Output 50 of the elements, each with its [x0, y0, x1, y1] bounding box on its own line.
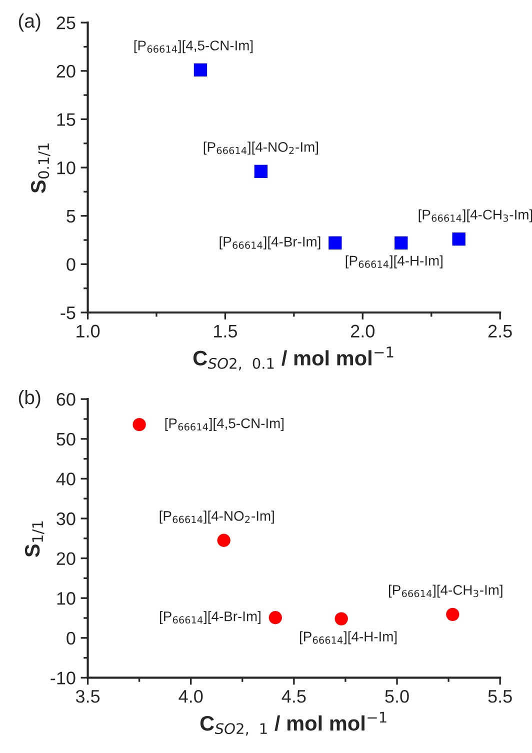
annotation: [P$_{66614}$][4-NO$_{2}$-Im]: [160, 510, 274, 524]
annotation: [P$_{66614}$][4-CH$_{3}$-Im]: [389, 584, 502, 598]
annotation: [P$_{66614}$][4,5-CN-Im]: [134, 40, 253, 54]
annotation: [P$_{66614}$][4,5-CN-Im]: [165, 418, 284, 431]
y-tick-label: 30: [56, 512, 76, 526]
y-tick-label: 60: [56, 393, 76, 406]
point: [217, 534, 230, 547]
y-axis-title: S$_{0.1/1}$: [30, 143, 50, 193]
point: [446, 608, 460, 622]
point: [452, 232, 466, 246]
x-tick-label: 5.5: [488, 690, 512, 703]
annotation: [P$_{66614}$][4-CH$_{3}$-Im]: [418, 209, 532, 222]
y-tick-label: 40: [56, 472, 76, 486]
point: [334, 612, 348, 626]
y-tick-label: -5: [60, 306, 76, 320]
y-tick-label: -10: [50, 672, 76, 684]
annotation: [P$_{66614}$][4-H-Im]: [300, 631, 397, 644]
point: [194, 63, 208, 77]
point: [132, 418, 146, 432]
annotation: [P$_{66614}$][4-Br-Im]: [160, 611, 260, 624]
point: [254, 164, 268, 178]
y-axis-title: S$_{1/1}$: [24, 521, 44, 557]
y-tick-label: 15: [57, 113, 76, 126]
x-tick-label: 2.0: [351, 324, 374, 338]
y-tick-label: 10: [57, 161, 76, 174]
point: [394, 236, 408, 250]
y-tick-label: 5: [66, 210, 76, 223]
y-tick-label: 20: [56, 552, 76, 566]
annotation: [P$_{66614}$][4-NO$_{2}$-Im]: [204, 142, 318, 155]
annotation: [P$_{66614}$][4-Br-Im]: [220, 236, 320, 250]
x-tick-label: 1.0: [76, 324, 100, 338]
x-axis-title: C$_{SO2, 0.1}$ / mol mol$^{−1}$: [193, 346, 394, 370]
text: (a): [18, 14, 40, 32]
x-tick-label: 1.5: [214, 324, 238, 338]
point: [328, 236, 342, 250]
y-tick-label: 20: [56, 64, 76, 78]
point: [268, 611, 282, 624]
x-tick-label: 4.5: [282, 690, 306, 703]
y-tick-label: 0: [66, 632, 76, 645]
text: (b): [18, 390, 40, 408]
x-tick-label: 3.5: [76, 690, 100, 703]
y-tick-label: 25: [56, 16, 76, 30]
x-tick-label: 5.0: [385, 690, 409, 703]
x-tick-label: 2.5: [488, 324, 512, 338]
x-tick-label: 4.0: [178, 690, 203, 703]
y-tick-label: 10: [57, 592, 76, 605]
y-tick-label: 50: [56, 432, 76, 446]
annotation: [P$_{66614}$][4-H-Im]: [346, 255, 442, 268]
y-tick-label: 0: [66, 258, 76, 271]
x-axis-title: C$_{SO2, 1}$ / mol mol$^{−1}$: [200, 712, 386, 736]
